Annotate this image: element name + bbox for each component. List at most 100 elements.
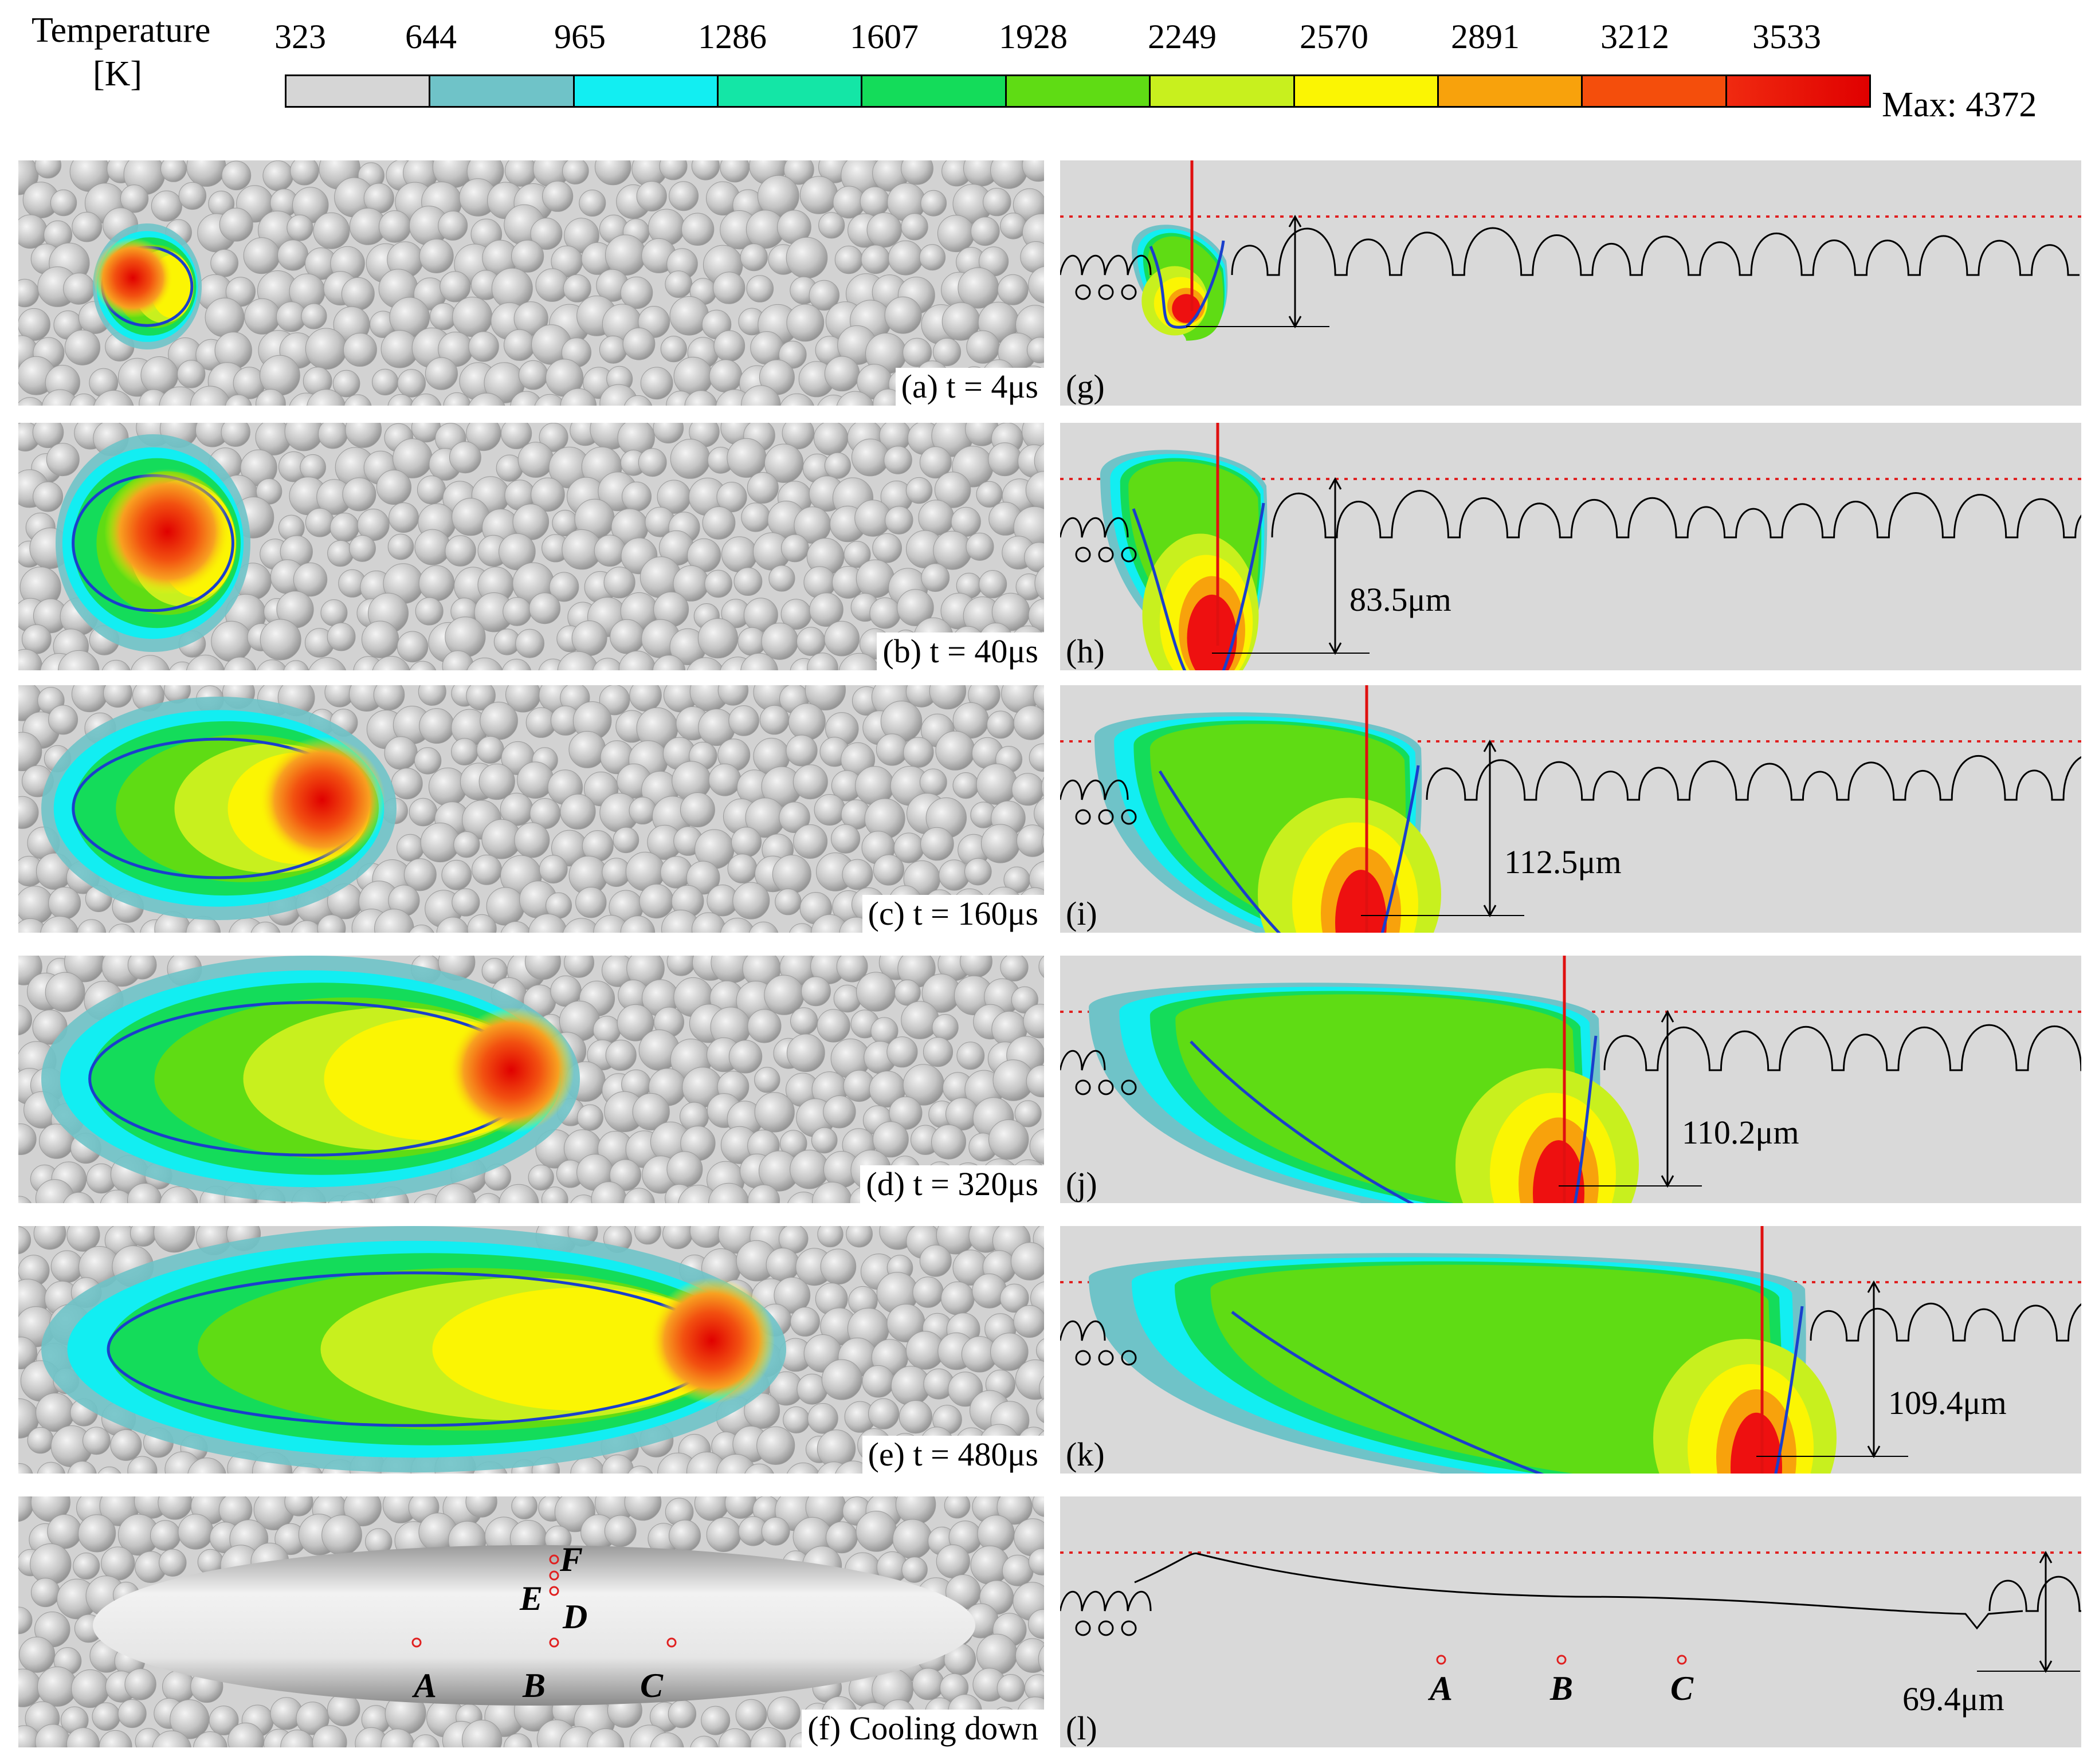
powder-particle xyxy=(919,768,947,796)
powder-particle xyxy=(478,763,515,800)
powder-particle xyxy=(976,763,1018,805)
sample-point-label: B xyxy=(523,1667,546,1704)
powder-particle xyxy=(1039,1376,1044,1401)
powder-particle xyxy=(378,210,411,243)
powder-particle xyxy=(465,1496,497,1518)
powder-particle xyxy=(301,303,327,329)
cross-section-caption: (j) xyxy=(1066,1165,1097,1203)
powder-particle xyxy=(747,1009,782,1043)
powder-particle xyxy=(33,1226,66,1250)
powder-particle xyxy=(159,386,201,406)
cross-section-caption: (h) xyxy=(1066,632,1105,670)
powder-particle xyxy=(18,1226,32,1255)
powder-particle xyxy=(291,920,323,933)
legend-title-line1: Temperature xyxy=(32,11,211,50)
powder-particle xyxy=(570,1195,598,1203)
powder-particle xyxy=(937,215,975,253)
powder-particle xyxy=(452,297,493,337)
powder-particle xyxy=(1025,471,1044,510)
legend-tick-label: 2891 xyxy=(1451,18,1520,56)
powder-particle xyxy=(744,1463,774,1474)
powder-particle xyxy=(476,736,504,764)
cross-section-svg xyxy=(1060,956,2081,1203)
powder-particle xyxy=(660,336,687,363)
powder-particle xyxy=(501,423,532,449)
powder-particle xyxy=(499,1184,539,1203)
powder-particle xyxy=(740,653,778,670)
powder-particle xyxy=(524,956,561,980)
powder-particle xyxy=(18,1337,38,1369)
powder-particle xyxy=(211,620,252,662)
powder-particle xyxy=(888,240,923,276)
top-view-caption: (b) t = 40μs xyxy=(877,632,1044,670)
powder-particle xyxy=(1023,1004,1044,1039)
powder-particle xyxy=(1036,1398,1044,1423)
powder-particle xyxy=(500,921,531,933)
powder-particle xyxy=(970,217,1000,246)
powder-particle xyxy=(678,1185,720,1203)
powder-particle xyxy=(919,446,952,479)
powder-particle xyxy=(349,535,376,562)
powder-particle xyxy=(511,1496,537,1519)
powder-particle xyxy=(372,368,399,396)
powder-particle xyxy=(809,592,843,627)
powder-particle xyxy=(1036,1338,1044,1363)
powder-particle xyxy=(873,854,905,886)
powder-particle xyxy=(18,918,48,933)
sample-point-label: D xyxy=(563,1598,588,1636)
depth-dimension xyxy=(1977,1550,2080,1673)
colorbar-segment xyxy=(1581,76,1725,106)
cross-section-caption: (g) xyxy=(1066,368,1105,405)
powder-particle xyxy=(503,597,532,626)
powder-particle xyxy=(856,559,895,598)
powder-particle xyxy=(778,340,807,369)
powder-particle xyxy=(64,329,101,366)
powder-particle xyxy=(786,734,818,767)
powder-particle xyxy=(669,1519,701,1552)
powder-particle xyxy=(713,272,746,304)
powder-particle xyxy=(193,1731,227,1747)
powder-particle xyxy=(78,1514,116,1553)
powder-particle xyxy=(1010,1242,1044,1280)
powder-particle xyxy=(575,887,607,918)
powder-particle xyxy=(277,239,309,271)
powder-particle xyxy=(101,659,131,670)
top-view-panel: (e) t = 480μs xyxy=(18,1226,1044,1474)
powder-particle xyxy=(73,1553,100,1580)
sample-point-label: C xyxy=(1670,1669,1694,1707)
powder-particle xyxy=(313,212,350,249)
powder-particle xyxy=(443,392,471,406)
powder-particle xyxy=(1015,1359,1044,1400)
powder-particle xyxy=(99,1730,132,1747)
powder-particle xyxy=(627,1466,653,1474)
top-view-svg xyxy=(18,423,1044,670)
powder-particle xyxy=(124,1668,156,1700)
colorbar-segment xyxy=(287,76,429,106)
powder-particle xyxy=(30,1543,72,1585)
colorbar-segment xyxy=(1149,76,1293,106)
powder-particle xyxy=(1028,1609,1044,1639)
powder-particle xyxy=(30,1578,60,1608)
powder-particle xyxy=(37,1462,65,1474)
powder-particle xyxy=(680,792,715,827)
powder-particle xyxy=(721,536,758,573)
powder-particle xyxy=(792,764,828,800)
powder-particle xyxy=(150,1520,181,1551)
powder-particle xyxy=(1002,1554,1034,1586)
powder-particle xyxy=(872,1121,909,1158)
powder-particle xyxy=(209,1706,239,1735)
melt-track xyxy=(93,1545,975,1706)
powder-particle xyxy=(344,394,372,406)
powder-particle xyxy=(243,237,280,274)
powder-particle xyxy=(639,883,674,919)
colorbar-segment xyxy=(572,76,717,106)
powder-particle xyxy=(177,360,206,388)
powder-particle xyxy=(885,506,913,535)
powder-particle xyxy=(397,369,426,398)
cross-section-svg xyxy=(1060,1550,2081,1673)
melt-pool-cross-section xyxy=(1100,450,1268,670)
melt-track xyxy=(41,697,397,920)
colorbar-segment xyxy=(429,76,573,106)
powder-particle xyxy=(732,882,770,920)
powder-particle xyxy=(159,1549,187,1577)
